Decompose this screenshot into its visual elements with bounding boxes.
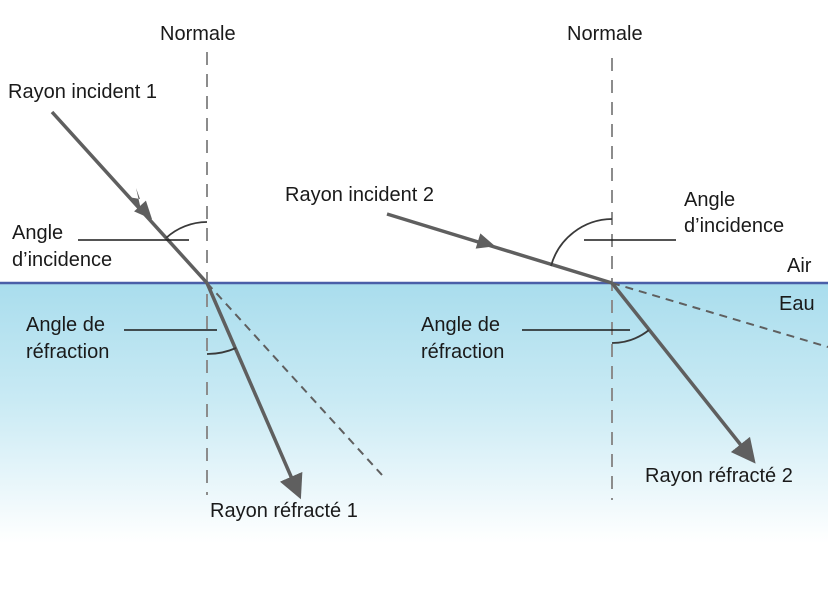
normal-label-right: Normale bbox=[567, 23, 643, 45]
refracted-ray-2 bbox=[610, 281, 756, 464]
incident-ray-2 bbox=[386, 212, 613, 285]
angle-refraction-1-label-line2: réfraction bbox=[26, 341, 110, 363]
angle-refraction-2-label-line2: réfraction bbox=[421, 341, 505, 363]
incident-ray-1-arrow-icon bbox=[134, 200, 153, 220]
angle-refraction-1-label-line1: Angle de bbox=[26, 314, 105, 336]
incident-ray-2-label: Rayon incident 2 bbox=[285, 184, 434, 206]
incident-ray-2-arrow-icon bbox=[475, 233, 496, 249]
refracted-ray-2-label: Rayon réfracté 2 bbox=[645, 465, 793, 487]
incident-ray-1-label: Rayon incident 1 bbox=[8, 81, 157, 103]
water-region bbox=[0, 283, 828, 543]
incident-ray-1-extension bbox=[206, 282, 383, 476]
angle-incidence-1-arc bbox=[165, 221, 208, 239]
incident-ray-2-extension bbox=[611, 282, 828, 348]
refracted-ray-1-label: Rayon réfracté 1 bbox=[210, 500, 358, 522]
angle-incidence-1-label-line2: d’incidence bbox=[12, 249, 113, 271]
normal-label-left: Normale bbox=[160, 23, 236, 45]
angle-incidence-1-label-line1: Angle bbox=[12, 222, 64, 244]
refracted-ray-1 bbox=[205, 282, 303, 500]
water-label: Eau bbox=[779, 293, 815, 315]
air-label: Air bbox=[787, 255, 812, 277]
angle-refraction-1-arc bbox=[206, 347, 237, 355]
angle-incidence-2-label-line1: Angle bbox=[684, 189, 736, 211]
angle-incidence-2-label-line2: d’incidence bbox=[684, 215, 785, 237]
angle-refraction-2-label-line1: Angle de bbox=[421, 314, 500, 336]
angle-refraction-2-arc bbox=[611, 329, 650, 344]
angle-incidence-2-arc bbox=[550, 218, 613, 267]
